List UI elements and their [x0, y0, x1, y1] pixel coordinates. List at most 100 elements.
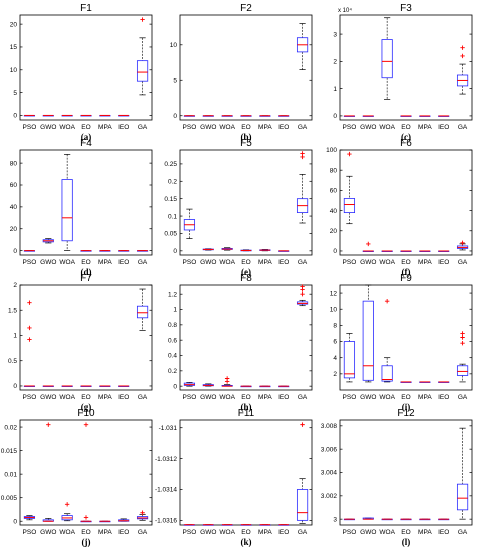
plot-frame	[19, 419, 153, 526]
y-tick-label: 0.15	[164, 196, 177, 203]
x-category-label: GA	[458, 259, 468, 266]
chart-panel-f6: F6 0 20 40 60 80 100 PSO GWO WOA EO MPA IEO GA (f)	[326, 138, 473, 277]
box-mpa	[99, 385, 111, 387]
box-ieo	[118, 385, 130, 387]
axis-exponent-label: x 10⁴	[338, 7, 352, 14]
x-category-label: IEO	[278, 529, 289, 536]
box-eo	[240, 115, 252, 117]
x-category-label: MPA	[98, 124, 112, 131]
y-tick-label: 0.05	[164, 231, 177, 238]
plot-frame	[339, 284, 473, 391]
box-ga	[296, 284, 309, 307]
x-category-label: IEO	[278, 259, 289, 266]
chart-panel-f9: F9 2 4 6 8 10 12 PSO GWO WOA EO MPA IEO GA (i)	[330, 273, 473, 412]
x-category-label: GA	[138, 259, 148, 266]
chart-title: F1	[80, 3, 92, 14]
y-tick-label: 5	[173, 77, 177, 84]
y-tick-label: 6	[333, 339, 337, 346]
x-category-label: EO	[81, 124, 90, 131]
box-ga	[456, 331, 469, 383]
box-gwo	[362, 115, 374, 117]
x-category-label: GA	[298, 259, 308, 266]
box-gwo	[362, 241, 374, 252]
outlier-marker	[140, 510, 145, 515]
box-ieo	[118, 250, 130, 252]
x-category-label: EO	[401, 529, 410, 536]
box-ieo	[438, 115, 450, 117]
outlier-marker	[460, 335, 465, 340]
outlier-marker	[27, 337, 32, 342]
y-tick-label: 8	[333, 323, 337, 330]
iqr-box	[381, 39, 393, 79]
y-tick-label: 10	[170, 42, 178, 49]
box-gwo	[202, 115, 214, 117]
outlier-marker	[300, 291, 305, 297]
x-category-label: IEO	[438, 259, 449, 266]
x-category-label: GA	[458, 529, 468, 536]
chart-panel-f8: F8 0 0.2 0.4 0.6 0.8 1 1.2 PSO GWO WOA EO MPA IEO GA (h…	[168, 273, 313, 412]
plot-frame	[19, 284, 153, 391]
y-tick-label: 0	[13, 113, 17, 120]
x-category-label: EO	[241, 259, 250, 266]
chart-title: F11	[238, 408, 255, 419]
box-eo	[80, 250, 92, 252]
chart-title: F8	[240, 273, 252, 284]
box-gwo	[42, 238, 54, 244]
x-category-label: EO	[241, 124, 250, 131]
x-category-label: PSO	[343, 529, 357, 536]
x-category-label: IEO	[278, 394, 289, 401]
y-tick-label: 10	[330, 306, 338, 313]
box-woa	[221, 247, 233, 251]
x-category-label: GA	[298, 529, 308, 536]
y-tick-label: 0	[333, 248, 337, 255]
box-pso	[23, 515, 36, 521]
y-tick-label: 10	[10, 67, 18, 74]
x-category-label: MPA	[98, 259, 112, 266]
panel-caption: (j)	[82, 537, 91, 547]
y-tick-label: 20	[10, 226, 18, 233]
x-category-label: EO	[241, 529, 250, 536]
panel-caption: (c)	[401, 132, 411, 142]
x-category-label: GWO	[360, 124, 376, 131]
x-category-label: WOA	[219, 529, 235, 536]
panel-caption: (b)	[241, 132, 252, 142]
x-category-label: WOA	[379, 394, 395, 401]
x-category-label: IEO	[438, 529, 449, 536]
panel-caption: (e)	[241, 267, 251, 277]
y-tick-label: 80	[10, 160, 18, 167]
x-category-label: MPA	[418, 259, 432, 266]
x-category-label: EO	[81, 529, 90, 536]
iqr-box	[362, 300, 374, 381]
iqr-box	[456, 483, 469, 511]
box-woa	[381, 518, 393, 521]
outlier-marker	[460, 53, 465, 59]
panel-caption: (f)	[402, 267, 411, 277]
chart-title: F5	[240, 138, 252, 149]
box-mpa	[99, 520, 111, 523]
box-mpa	[99, 250, 111, 252]
x-category-label: GWO	[200, 124, 216, 131]
y-tick-label: 60	[330, 188, 338, 195]
x-category-label: WOA	[379, 529, 395, 536]
box-gwo	[42, 385, 54, 387]
y-tick-label: 4	[333, 355, 337, 362]
y-tick-label: 0	[173, 113, 177, 120]
outlier-marker	[300, 151, 305, 156]
x-category-label: WOA	[59, 529, 75, 536]
x-category-label: GWO	[40, 529, 56, 536]
iqr-box	[61, 179, 73, 242]
y-tick-label: 12	[330, 290, 338, 297]
iqr-box	[381, 365, 393, 382]
box-mpa	[99, 114, 111, 117]
box-woa	[61, 385, 73, 387]
outlier-marker	[27, 325, 32, 331]
x-category-label: PSO	[343, 259, 357, 266]
outlier-marker	[366, 241, 371, 247]
box-eo	[240, 524, 252, 526]
y-tick-label: 3.004	[321, 470, 338, 477]
y-tick-label: 2	[333, 371, 337, 378]
chart-panel-f3: F3 x 10⁴ 0 1 2 3 PSO GWO WOA EO MPA IEO GA (c)	[333, 3, 473, 142]
x-category-label: EO	[241, 394, 250, 401]
y-tick-label: -1.031	[159, 425, 178, 432]
box-pso	[183, 524, 196, 526]
